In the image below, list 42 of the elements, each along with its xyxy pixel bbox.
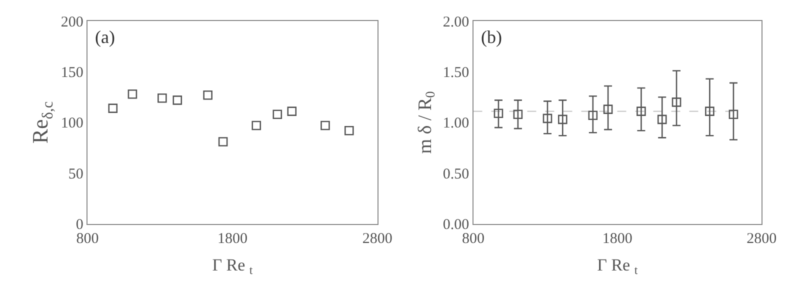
y-tick-label: 0.50 — [442, 166, 470, 182]
y-tick-label: 0.00 — [442, 217, 470, 234]
y-tick-label: 50 — [68, 166, 84, 182]
y-tick-label: 2.00 — [442, 14, 470, 30]
point — [494, 108, 504, 118]
point — [728, 110, 738, 120]
point — [287, 106, 297, 116]
annotation: (b) — [481, 27, 502, 47]
x-tick-label: 800 — [462, 230, 485, 247]
y-tick-label: 100 — [60, 116, 84, 132]
point — [657, 114, 667, 124]
point — [172, 96, 182, 105]
point — [203, 90, 212, 100]
x-tick-label: 2800 — [362, 230, 392, 247]
point — [128, 89, 138, 99]
point — [272, 110, 282, 120]
point — [158, 94, 167, 103]
x-axis-title: Γ Re $_{t}$ — [597, 255, 638, 277]
point — [672, 98, 682, 107]
point — [603, 104, 613, 114]
point — [588, 110, 598, 120]
point — [542, 114, 552, 124]
x-tick-label: 800 — [76, 230, 99, 247]
x-tick-label: 1800 — [217, 230, 248, 247]
point — [705, 106, 714, 116]
point — [320, 120, 330, 130]
y-tick-label: 150 — [60, 65, 84, 82]
y-tick-label: 0 — [76, 217, 84, 234]
point — [218, 137, 228, 146]
y-tick-label: 1.00 — [442, 116, 470, 132]
annotation: (a) — [95, 27, 115, 47]
x-tick-label: 2800 — [746, 230, 777, 247]
point — [252, 120, 262, 130]
y-tick-label: 1.50 — [442, 65, 470, 82]
x-tick-label: 1800 — [602, 230, 632, 247]
point — [108, 104, 118, 113]
point — [636, 106, 646, 116]
y-tick-label: 200 — [60, 14, 84, 30]
point — [513, 110, 523, 120]
x-axis-title: Γ Re $_{t}$ — [212, 255, 254, 277]
point — [558, 114, 568, 124]
point — [344, 126, 354, 136]
